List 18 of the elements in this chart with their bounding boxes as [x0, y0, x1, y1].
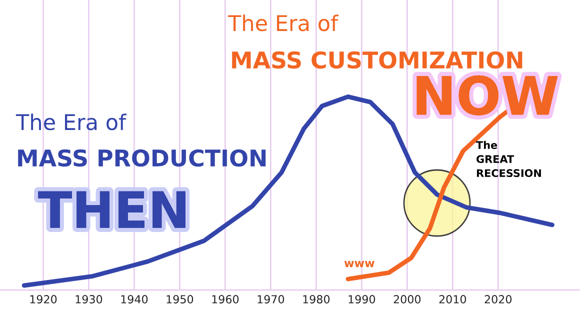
annotation: The Era of	[16, 114, 127, 130]
annotation: MASS PRODUCTION	[18, 149, 266, 167]
x-tick-label: 1930	[76, 295, 102, 304]
x-tick-label: 1950	[166, 295, 194, 304]
x-tick-label: 1990	[348, 295, 376, 304]
text: The Era of	[228, 14, 339, 32]
x-tick-label: 2000	[394, 295, 421, 304]
x-tick-label: 1970	[258, 295, 284, 304]
annotation: www	[344, 260, 374, 268]
x-tick-label: 1980	[303, 295, 330, 304]
x-tick-label: 2010	[439, 295, 466, 304]
x-tick-label: 1940	[121, 295, 148, 304]
x-tick-label: 2020	[484, 295, 512, 304]
annotation: THEN	[38, 191, 186, 228]
text: MASS CUSTOMIZATION	[232, 51, 522, 69]
x-tick-label: 1960	[212, 295, 239, 304]
x-tick-label: 1920	[30, 295, 57, 304]
annotation: The GREAT RECESSION	[476, 140, 541, 178]
